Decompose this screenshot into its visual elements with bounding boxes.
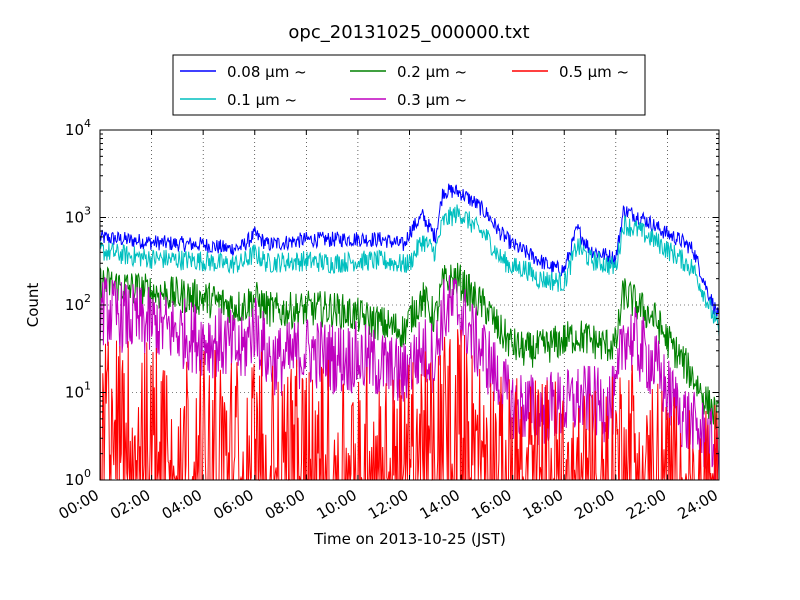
legend: 0.08 μm ~ 0.1 μm ~ 0.2 μm ~ 0.3 μm ~ 0.5 μm … — [172, 54, 646, 116]
y-tick-label-exponent: 0 — [84, 467, 91, 480]
y-tick-label: 102 — [65, 292, 91, 314]
y-tick-label-base: 10 — [65, 471, 84, 489]
y-tick-label-exponent: 1 — [84, 380, 91, 393]
legend-label: 0.3 μm ~ — [397, 91, 467, 109]
y-tick-label: 104 — [65, 117, 91, 139]
y-tick-label-exponent: 4 — [84, 117, 91, 130]
series-line — [99, 262, 720, 430]
y-tick-label-base: 10 — [65, 209, 84, 227]
plot-lines — [99, 183, 720, 482]
y-tick-label-base: 10 — [65, 121, 84, 139]
y-tick-label: 101 — [65, 380, 91, 402]
legend-label: 0.2 μm ~ — [397, 63, 467, 81]
y-axis-label: Count — [24, 283, 42, 328]
chart-title: opc_20131025_000000.txt — [288, 22, 529, 43]
legend-label: 0.5 μm ~ — [559, 63, 629, 81]
y-tick-label-exponent: 3 — [84, 205, 91, 218]
series-line — [99, 183, 720, 318]
y-tick-label-base: 10 — [65, 384, 84, 402]
legend-label: 0.08 μm ~ — [227, 63, 307, 81]
y-tick-label: 100 — [65, 467, 91, 489]
series-line — [99, 204, 720, 337]
series-line — [99, 275, 720, 481]
legend-label: 0.1 μm ~ — [227, 91, 297, 109]
x-ticks — [99, 130, 720, 480]
legend-box — [172, 54, 646, 116]
plot-frame — [99, 129, 720, 481]
y-tick-label-base: 10 — [65, 296, 84, 314]
y-tick-label: 103 — [65, 205, 91, 227]
x-axis-label: Time on 2013-10-25 (JST) — [313, 530, 506, 548]
y-tick-label-exponent: 2 — [84, 292, 91, 305]
